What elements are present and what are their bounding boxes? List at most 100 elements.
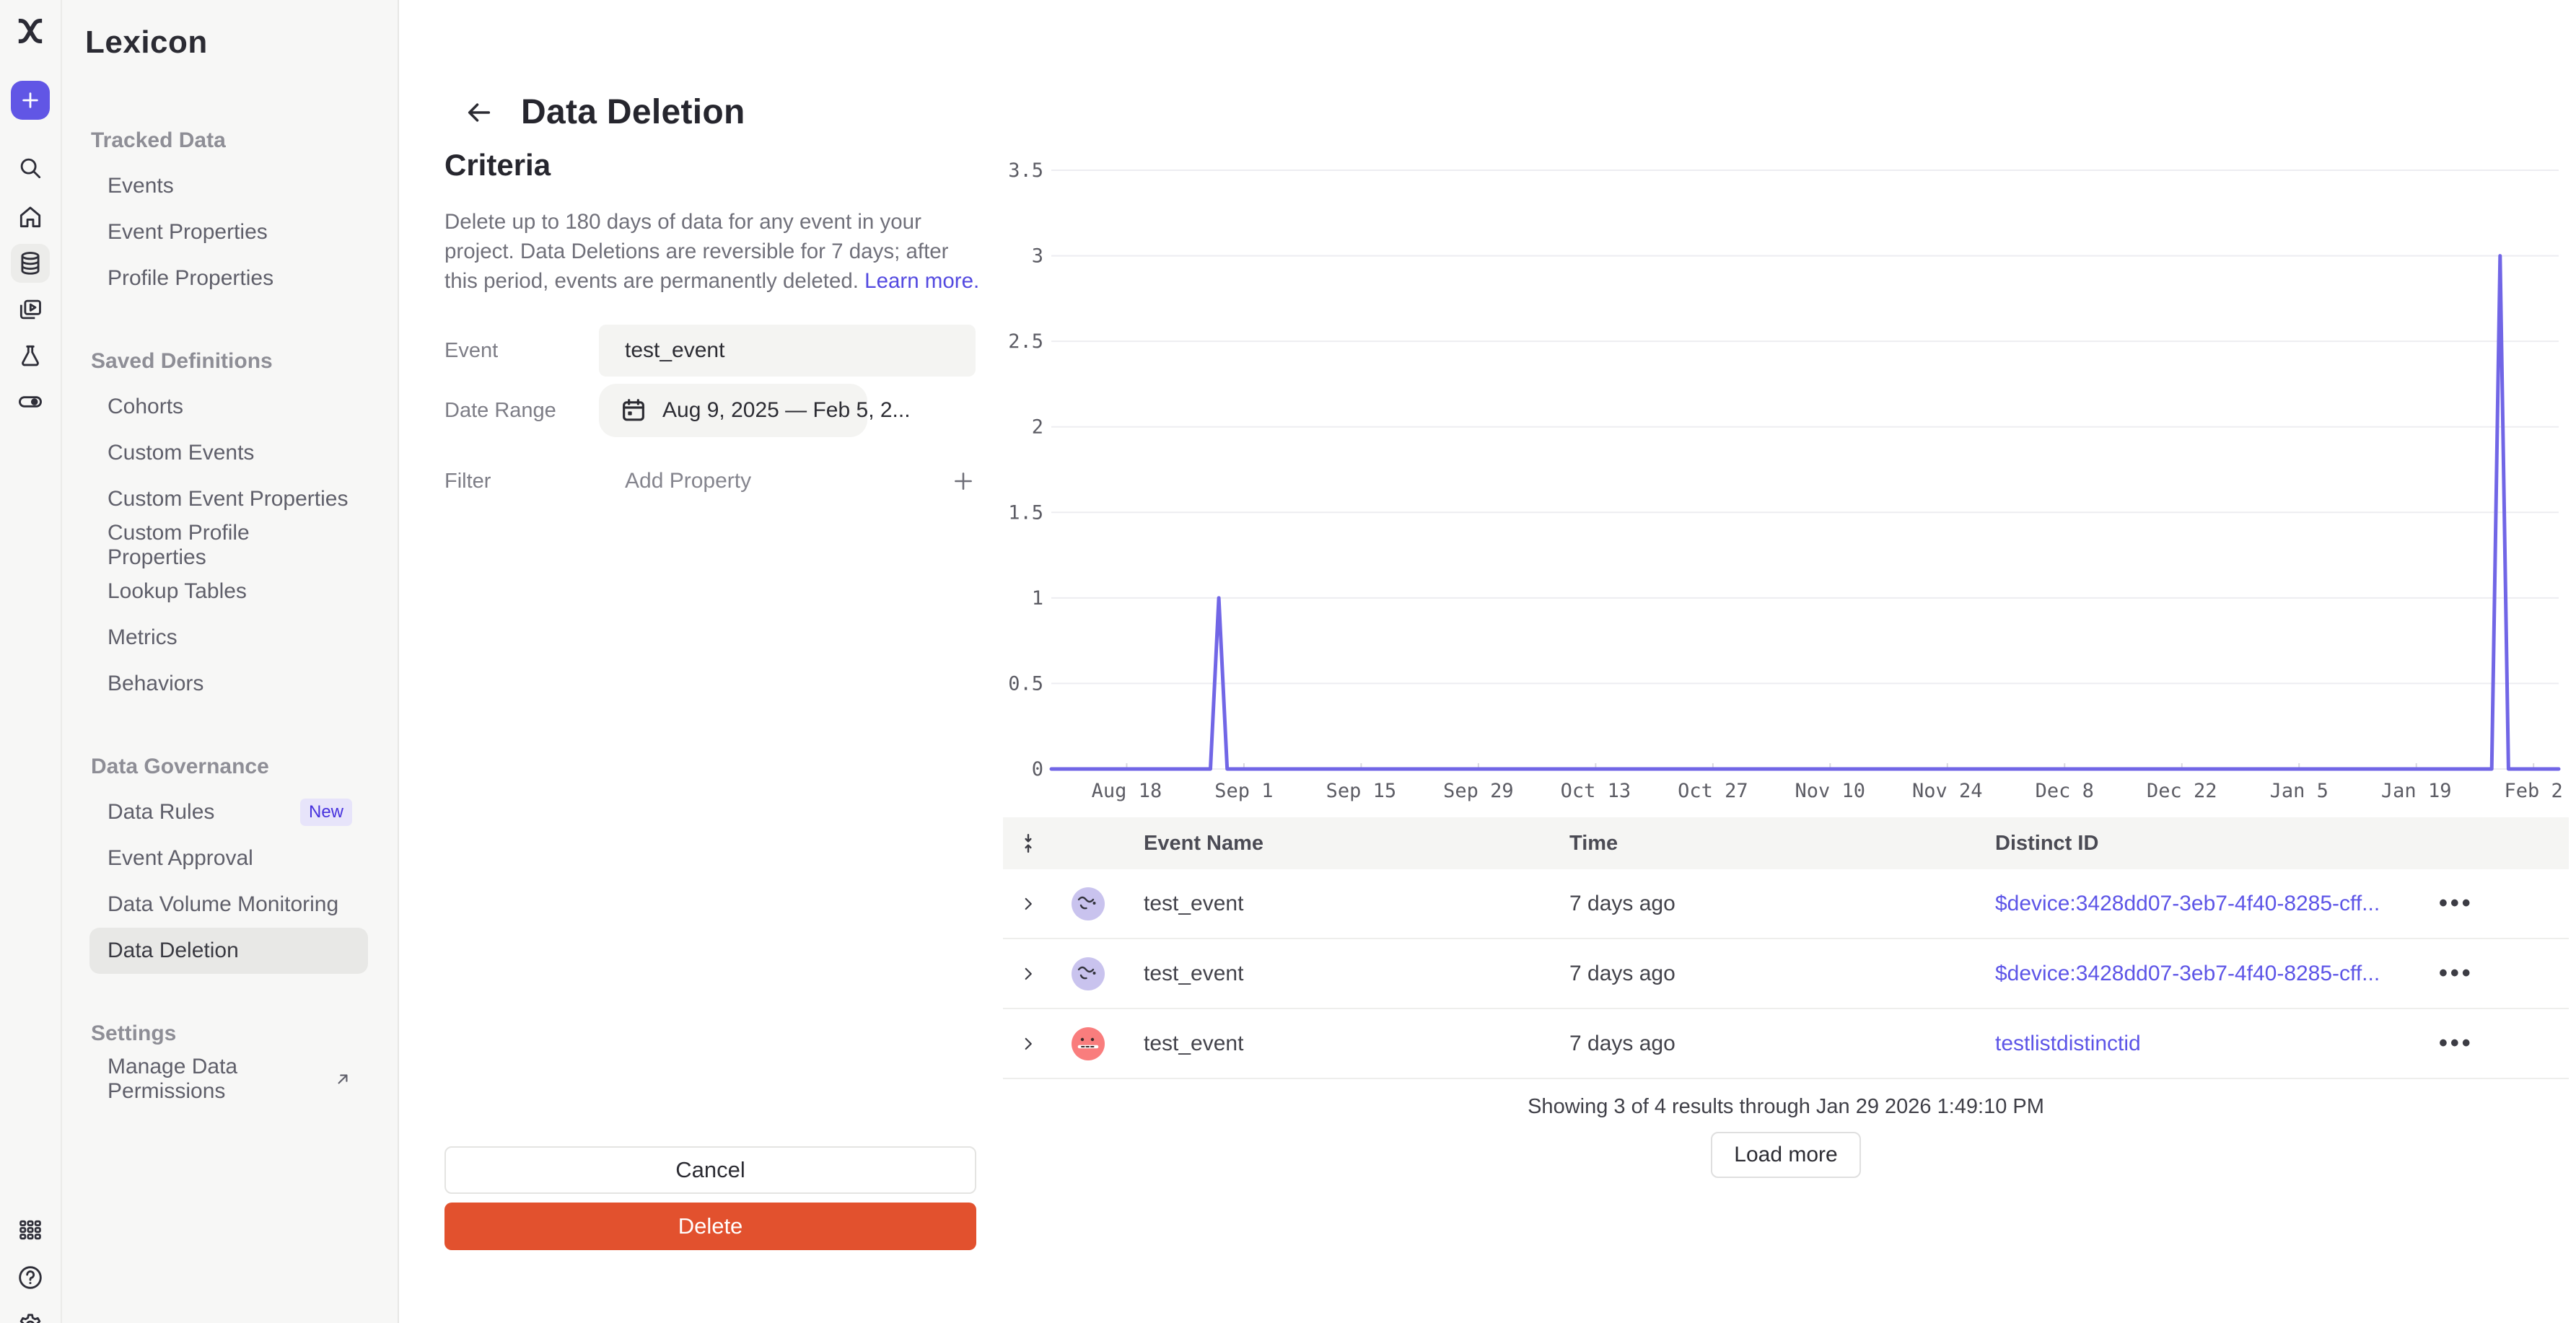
x-axis-label: Jan 19: [2381, 780, 2452, 802]
cell-distinct-id-link[interactable]: $device:3428dd07-3eb7-4f40-8285-cff...: [1995, 961, 2380, 985]
column-header-time: Time: [1569, 831, 1618, 855]
user-avatar: [1072, 957, 1105, 990]
section-heading-saved-definitions: Saved Definitions: [91, 349, 273, 373]
sidebar-item-data-rules[interactable]: Data Rules New: [89, 789, 368, 835]
back-arrow-button[interactable]: [463, 97, 495, 128]
x-axis-label: Sep 15: [1326, 780, 1397, 802]
user-avatar: [1072, 887, 1105, 920]
event-input[interactable]: test_event: [599, 325, 976, 377]
cell-event-name: test_event: [1144, 891, 1244, 915]
date-range-picker[interactable]: Aug 9, 2025 — Feb 5, 2...: [599, 384, 911, 437]
row-overflow-menu-icon[interactable]: •••: [2439, 889, 2474, 917]
calendar-icon: [619, 396, 648, 425]
x-axis-label: Jan 5: [2270, 780, 2329, 802]
add-property-plus-icon[interactable]: [951, 469, 976, 493]
cell-distinct-id-link[interactable]: $device:3428dd07-3eb7-4f40-8285-cff...: [1995, 891, 2380, 915]
y-axis-label: 2.5: [1008, 330, 1043, 353]
date-range-field-row: Date Range Aug 9, 2025 — Feb 5, 2...: [444, 384, 982, 437]
date-range-label: Date Range: [444, 398, 556, 422]
user-avatar: [1072, 1027, 1105, 1060]
create-plus-button[interactable]: [11, 81, 50, 120]
y-axis-label: 1.5: [1008, 501, 1043, 524]
criteria-description: Delete up to 180 days of data for any ev…: [444, 210, 980, 293]
x-axis-label: Dec 22: [2147, 780, 2217, 802]
y-axis-label: 3: [1032, 245, 1043, 268]
sidebar-item-metrics[interactable]: Metrics: [108, 625, 178, 649]
table-header-row: Event Name Time Distinct ID: [1003, 817, 2569, 869]
results-status-text: Showing 3 of 4 results through Jan 29 20…: [1528, 1095, 2044, 1118]
y-axis-label: 3.5: [1008, 159, 1043, 182]
home-icon[interactable]: [11, 198, 50, 237]
section-heading-data-governance: Data Governance: [91, 755, 269, 778]
column-header-distinct-id: Distinct ID: [1995, 831, 2099, 855]
cell-time: 7 days ago: [1569, 961, 1675, 985]
date-range-value: Aug 9, 2025 — Feb 5, 2...: [662, 398, 911, 422]
section-heading-settings: Settings: [91, 1021, 177, 1045]
sidebar-item-custom-profile-properties[interactable]: Custom Profile Properties: [108, 521, 250, 569]
table-row: test_event 7 days ago $device:3428dd07-3…: [1003, 869, 2569, 939]
row-overflow-menu-icon[interactable]: •••: [2439, 959, 2474, 987]
cell-event-name: test_event: [1144, 961, 1244, 985]
y-axis-label: 0: [1032, 758, 1043, 781]
page-header: Data Deletion: [463, 69, 745, 155]
y-axis-label: 2: [1032, 416, 1043, 439]
sidebar-item-lookup-tables[interactable]: Lookup Tables: [108, 579, 247, 603]
page-title: Data Deletion: [521, 93, 745, 132]
sidebar-item-manage-data-permissions[interactable]: Manage Data Permissions: [89, 1055, 368, 1103]
data-catalog-icon[interactable]: [11, 244, 50, 283]
criteria-actions: Cancel Delete: [444, 1146, 976, 1250]
column-header-event-name: Event Name: [1144, 831, 1264, 855]
boards-icon[interactable]: [11, 290, 50, 329]
x-axis-label: Oct 27: [1678, 780, 1748, 802]
criteria-heading: Criteria: [444, 148, 551, 182]
sidebar-item-custom-events[interactable]: Custom Events: [108, 441, 255, 465]
y-axis-label: 1: [1032, 587, 1043, 610]
x-axis-label: Dec 8: [2036, 780, 2094, 802]
cancel-button[interactable]: Cancel: [444, 1146, 976, 1194]
row-expand-chevron-icon[interactable]: [1003, 1034, 1053, 1053]
sidebar-item-events[interactable]: Events: [108, 174, 174, 198]
sidebar-item-event-approval[interactable]: Event Approval: [108, 846, 253, 870]
y-axis-label: 0.5: [1008, 672, 1043, 695]
sidebar-item-data-deletion[interactable]: Data Deletion: [89, 928, 368, 974]
cell-event-name: test_event: [1144, 1031, 1244, 1055]
left-icon-rail: [0, 0, 62, 1323]
cell-distinct-id-link[interactable]: testlistdistinctid: [1995, 1031, 2141, 1055]
sidebar-item-event-properties[interactable]: Event Properties: [108, 220, 268, 244]
mixpanel-logo-icon[interactable]: [11, 12, 50, 50]
sidebar-item-data-volume-monitoring[interactable]: Data Volume Monitoring: [108, 892, 339, 916]
settings-gear-icon[interactable]: [11, 1306, 50, 1323]
filter-field-row: Filter Add Property: [444, 469, 982, 493]
load-more-button[interactable]: Load more: [1711, 1132, 1861, 1178]
criteria-panel: Criteria Delete up to 180 days of data f…: [444, 148, 982, 493]
table-row: test_event 7 days ago testlistdistinctid…: [1003, 1009, 2569, 1079]
event-volume-chart: 0 0.5 1 1.5 2 2.5 3 3.5 Aug 18 Sep 1 Sep 15 Sep 29 O…: [1003, 155, 2569, 804]
delete-button[interactable]: Delete: [444, 1203, 976, 1250]
lexicon-sidebar: Lexicon Tracked Data Events Event Proper…: [62, 0, 399, 1323]
expand-collapse-all-icon[interactable]: [1003, 832, 1053, 854]
table-row: test_event 7 days ago $device:3428dd07-3…: [1003, 939, 2569, 1009]
sidebar-item-profile-properties[interactable]: Profile Properties: [108, 266, 274, 290]
sidebar-item-behaviors[interactable]: Behaviors: [108, 672, 204, 695]
x-axis-label: Oct 13: [1561, 780, 1631, 802]
feature-flags-toggle-icon[interactable]: [11, 382, 50, 421]
learn-more-link[interactable]: Learn more.: [864, 269, 980, 293]
cell-time: 7 days ago: [1569, 891, 1675, 915]
row-expand-chevron-icon[interactable]: [1003, 895, 1053, 913]
row-expand-chevron-icon[interactable]: [1003, 964, 1053, 983]
row-overflow-menu-icon[interactable]: •••: [2439, 1029, 2474, 1057]
line-chart: 0 0.5 1 1.5 2 2.5 3 3.5 Aug 18 Sep 1 Sep 15 Sep 29 O…: [1008, 159, 2563, 802]
x-axis-label: Sep 1: [1214, 780, 1273, 802]
sidebar-item-cohorts[interactable]: Cohorts: [108, 395, 184, 418]
external-link-icon: [333, 1070, 352, 1089]
sidebar-item-custom-event-properties[interactable]: Custom Event Properties: [108, 487, 349, 511]
search-icon[interactable]: [11, 149, 50, 188]
add-property-button[interactable]: Add Property: [625, 469, 752, 493]
x-axis-label: Nov 24: [1912, 780, 1983, 802]
event-field-row: Event test_event: [444, 325, 982, 377]
help-icon[interactable]: [11, 1258, 50, 1297]
results-table: Event Name Time Distinct ID test_event: [1003, 817, 2569, 1178]
apps-grid-icon[interactable]: [11, 1210, 50, 1249]
experiments-flask-icon[interactable]: [11, 336, 50, 375]
